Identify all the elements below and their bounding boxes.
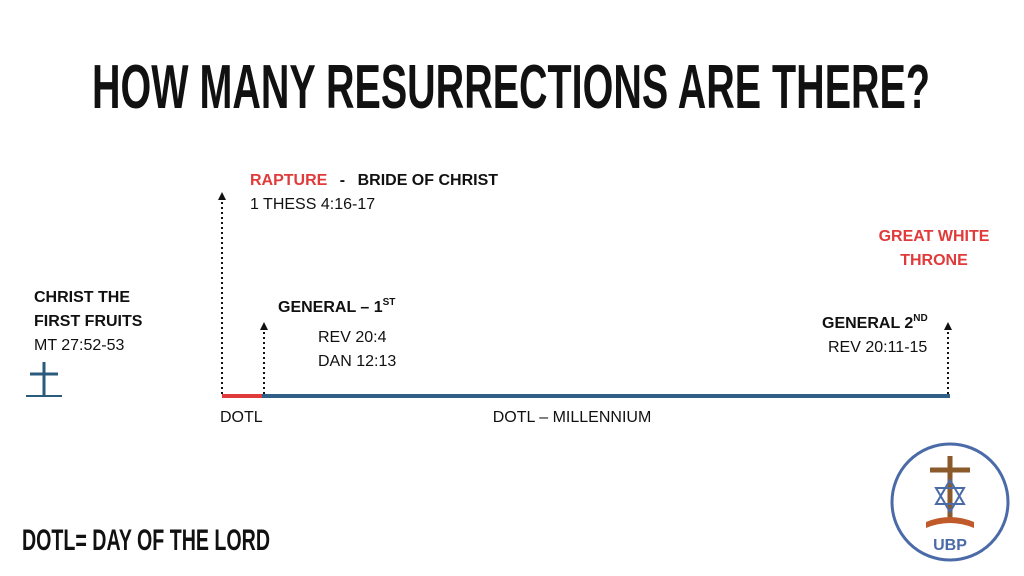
general-first-ref: DAN 12:13 bbox=[318, 353, 396, 370]
gwt-line: THRONE bbox=[900, 252, 968, 269]
christ-ref: MT 27:52-53 bbox=[34, 337, 125, 354]
gwt-line: GREAT WHITE bbox=[879, 228, 990, 245]
superscript: ST bbox=[383, 297, 396, 308]
dotted-arrows bbox=[221, 200, 949, 394]
rapture-group: BRIDE OF CHRIST bbox=[358, 172, 499, 189]
separator: - bbox=[340, 172, 345, 189]
christ-line: FIRST FRUITS bbox=[34, 313, 143, 330]
general-first-label: GENERAL – 1ST bbox=[278, 297, 395, 316]
rapture-label: RAPTURE - BRIDE OF CHRIST bbox=[250, 172, 498, 189]
general-second-ref: REV 20:11-15 bbox=[828, 339, 927, 356]
arrow-heads bbox=[218, 192, 952, 330]
general-first-ref: REV 20:4 bbox=[318, 329, 387, 346]
superscript: ND bbox=[913, 313, 927, 324]
rapture-ref: 1 THESS 4:16-17 bbox=[250, 196, 375, 213]
footnote: DOTL= DAY OF THE LORD bbox=[22, 524, 270, 557]
timeline-span: DOTL – MILLENNIUM bbox=[493, 409, 652, 426]
logo: UBP bbox=[890, 442, 1010, 562]
christ-line: CHRIST THE bbox=[34, 289, 130, 306]
general-second-label: GENERAL 2ND bbox=[822, 313, 928, 332]
general-first-name: GENERAL – 1 bbox=[278, 299, 383, 316]
title: HOW MANY RESURRECTIONS ARE THERE? bbox=[92, 53, 930, 122]
general-second-name: GENERAL 2 bbox=[822, 315, 913, 332]
rapture-name: RAPTURE bbox=[250, 172, 328, 189]
cross-icon bbox=[26, 362, 62, 397]
timeline-start: DOTL bbox=[220, 409, 263, 426]
logo-text: UBP bbox=[933, 537, 967, 554]
